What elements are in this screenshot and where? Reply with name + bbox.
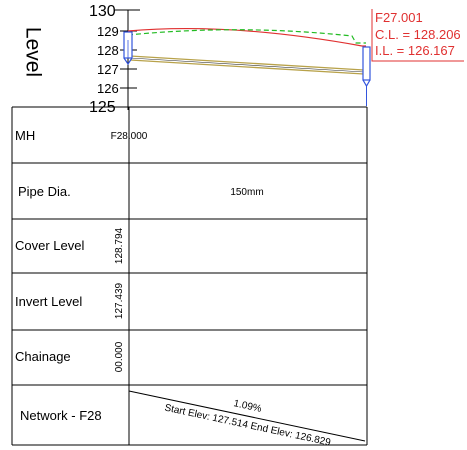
row-label: Chainage [15,349,71,364]
svg-text:126: 126 [97,81,119,96]
gradient-line [128,390,366,442]
row-value: 150mm [230,187,263,198]
row-label: Pipe Dia. [18,184,71,199]
row-value: 127.439 [114,282,125,319]
axis-tick-126: 126 [97,81,137,96]
svg-text:128: 128 [97,43,119,58]
table-row-chainage: Chainage 00.000 [15,341,125,372]
level-axis: 130 129 128 127 126 125 Level [21,3,140,116]
table-row-cover-level: Cover Level 128.794 [15,227,125,264]
svg-text:127: 127 [97,62,119,77]
data-table: MH F28.000 Pipe Dia. 150mm Cover Level 1… [11,106,368,449]
pipe [129,55,365,75]
manhole-id: F27.001 [375,10,423,25]
manhole-cover-level: C.L. = 128.206 [375,27,461,42]
design-level-line [127,29,366,44]
table-row-invert-level: Invert Level 127.439 [15,282,125,319]
row-value: F28.000 [111,131,148,142]
row-label: Network - F28 [20,408,102,423]
manhole-end [362,46,371,106]
axis-title: Level [21,27,44,77]
manhole-start [123,31,133,66]
svg-text:130: 130 [89,3,116,20]
gradient-label: 1.09% [233,398,263,415]
ground-level-line [127,27,366,47]
row-value: 128.794 [114,227,125,264]
row-value: 00.000 [114,341,125,372]
table-row-mh: MH F28.000 [15,128,148,143]
manhole-invert-level: I.L. = 126.167 [375,43,455,58]
axis-tick-127: 127 [97,62,137,77]
manhole-label-box: F27.001 C.L. = 128.206 I.L. = 126.167 [371,9,464,62]
row-label: Cover Level [15,238,84,253]
table-row-network: Network - F28 [20,408,102,423]
axis-tick-130: 130 [89,3,140,20]
table-row-pipe-dia: Pipe Dia. 150mm [18,184,264,199]
row-label: Invert Level [15,294,82,309]
svg-text:129: 129 [97,24,119,39]
row-label: MH [15,128,35,143]
